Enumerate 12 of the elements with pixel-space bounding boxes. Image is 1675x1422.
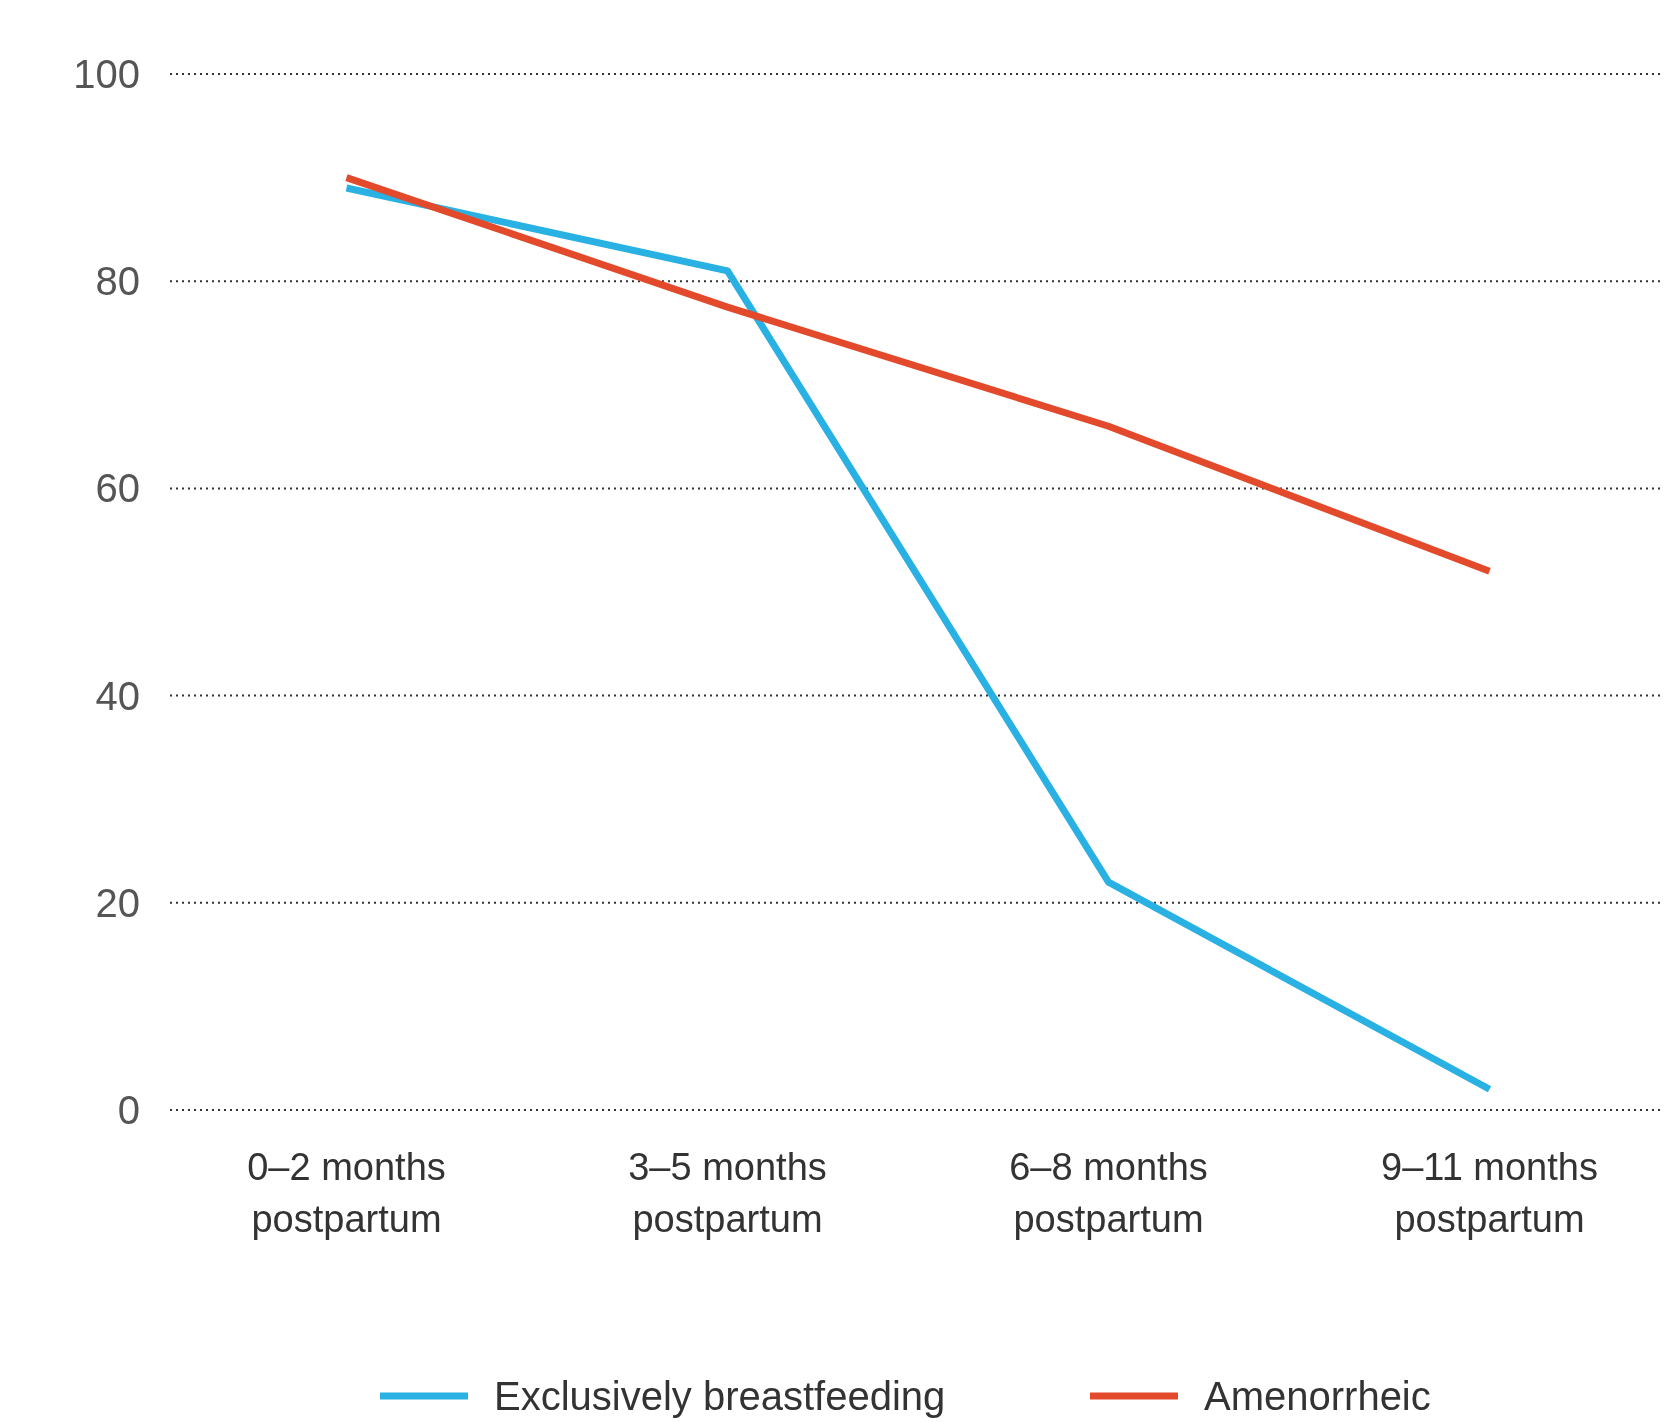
x-tick-label: 9–11 months postpartum [1381, 1146, 1598, 1240]
x-tick-label: 3–5 months postpartum [628, 1146, 827, 1240]
y-tick-label: 60 [95, 466, 140, 511]
y-tick-label: 40 [95, 673, 140, 718]
legend-label: Exclusively breastfeeding [494, 1374, 946, 1418]
y-tick-label: 100 [73, 52, 140, 96]
y-tick-label: 0 [117, 1088, 140, 1132]
x-tick-label: 6–8 months postpartum [1009, 1146, 1208, 1240]
y-tick-label: 20 [95, 880, 140, 925]
legend-label: Amenorrheic [1204, 1374, 1431, 1418]
x-tick-label: 0–2 months postpartum [247, 1146, 446, 1240]
y-tick-label: 80 [95, 259, 140, 304]
